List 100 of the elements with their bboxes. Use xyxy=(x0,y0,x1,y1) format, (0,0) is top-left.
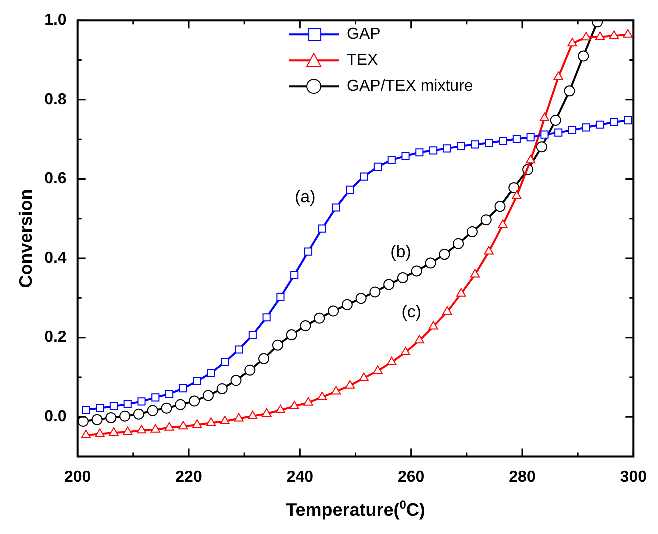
y-tick-label: 0.6 xyxy=(44,170,67,188)
point xyxy=(471,140,480,149)
point xyxy=(152,394,160,402)
y-tick-label: 0.8 xyxy=(44,91,67,108)
point xyxy=(342,299,353,310)
point xyxy=(248,410,258,420)
point xyxy=(120,410,131,422)
point xyxy=(370,286,381,298)
point xyxy=(508,182,520,194)
y-tick-label: 0.2 xyxy=(44,329,67,346)
point xyxy=(512,190,522,200)
point xyxy=(387,356,397,366)
legend-label: GAP/TEX mixture xyxy=(347,78,474,96)
point xyxy=(290,271,299,280)
point xyxy=(304,248,313,256)
point xyxy=(272,340,284,351)
point xyxy=(624,116,632,125)
point xyxy=(554,72,564,80)
point xyxy=(373,366,383,374)
point xyxy=(360,172,368,181)
point xyxy=(150,424,160,433)
point xyxy=(494,201,506,212)
point xyxy=(220,416,230,425)
y-axis-title: Conversion xyxy=(16,189,36,288)
point xyxy=(175,399,186,410)
point xyxy=(234,413,244,422)
point xyxy=(318,224,326,233)
legend-label: GAP xyxy=(347,26,381,44)
point xyxy=(480,214,492,226)
point xyxy=(578,50,590,62)
y-tick-label: 0.0 xyxy=(44,408,67,426)
point xyxy=(290,400,300,410)
point xyxy=(244,364,256,376)
point xyxy=(456,288,466,297)
point xyxy=(485,139,494,148)
point xyxy=(166,390,174,398)
x-tick-label: 200 xyxy=(64,468,92,486)
point xyxy=(92,414,103,426)
point xyxy=(554,128,563,137)
point xyxy=(457,142,466,150)
point xyxy=(346,186,354,194)
point xyxy=(550,115,562,126)
point xyxy=(411,266,422,277)
point xyxy=(193,377,202,386)
point xyxy=(331,386,342,395)
point xyxy=(596,120,604,129)
x-tick-label: 280 xyxy=(509,468,536,486)
point xyxy=(526,155,536,164)
point xyxy=(106,412,117,424)
point xyxy=(147,405,158,416)
point xyxy=(414,335,424,344)
point xyxy=(526,134,535,142)
point xyxy=(314,312,326,324)
point xyxy=(192,420,202,428)
point xyxy=(95,428,105,438)
x-tick-label: 240 xyxy=(286,468,314,486)
point xyxy=(428,321,438,330)
point xyxy=(81,430,92,438)
point xyxy=(276,404,286,414)
y-tick-label: 1.0 xyxy=(44,12,67,30)
point xyxy=(443,144,452,153)
point xyxy=(484,246,494,255)
point xyxy=(161,402,172,414)
point xyxy=(258,353,270,364)
point xyxy=(133,408,144,420)
point xyxy=(442,306,452,316)
point xyxy=(179,384,188,393)
point xyxy=(248,331,257,340)
point xyxy=(564,86,576,97)
point xyxy=(388,156,396,164)
point xyxy=(582,124,590,132)
point xyxy=(499,137,508,146)
point xyxy=(123,426,133,436)
point xyxy=(82,406,90,414)
point xyxy=(332,204,340,212)
point xyxy=(439,249,450,260)
point xyxy=(96,404,104,412)
point xyxy=(402,152,410,160)
annotation: (c) xyxy=(402,302,422,322)
point xyxy=(276,293,285,302)
point xyxy=(540,113,550,122)
point xyxy=(345,380,356,389)
point xyxy=(359,372,369,382)
point xyxy=(374,162,382,171)
point xyxy=(164,422,174,431)
point xyxy=(136,425,147,434)
point xyxy=(202,390,214,402)
point xyxy=(384,279,395,290)
point xyxy=(189,396,200,407)
point xyxy=(110,402,118,410)
point xyxy=(453,238,464,250)
legend-label: TEX xyxy=(347,52,378,70)
point xyxy=(416,148,424,157)
point xyxy=(568,126,577,134)
point xyxy=(356,293,367,304)
point xyxy=(512,135,521,144)
point xyxy=(425,258,436,269)
x-tick-label: 260 xyxy=(398,468,425,486)
point xyxy=(536,142,548,153)
point xyxy=(304,397,314,406)
